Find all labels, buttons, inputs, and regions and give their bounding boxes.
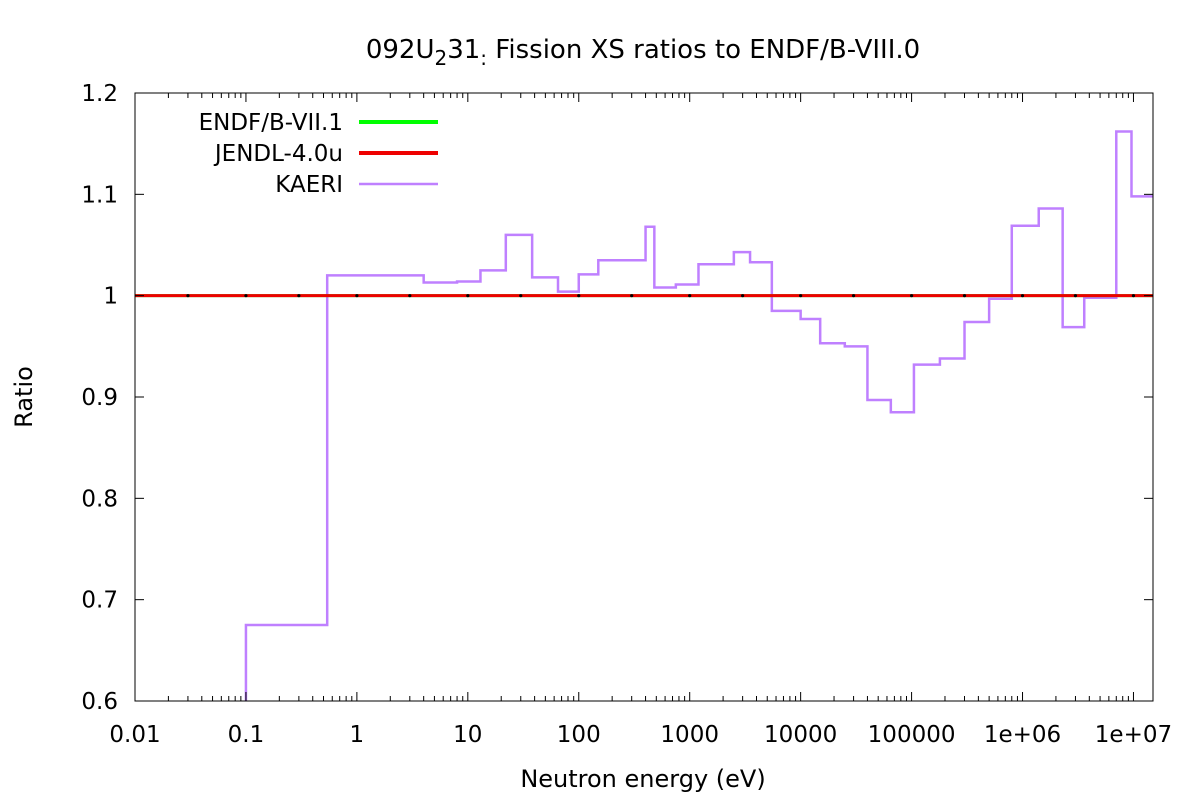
series-point xyxy=(630,294,634,298)
chart-title: 092U231: Fission XS ratios to ENDF/B-VII… xyxy=(366,35,920,70)
y-tick-label: 1.2 xyxy=(81,81,118,107)
series-point xyxy=(799,294,803,298)
y-tick-label: 0.6 xyxy=(81,689,118,715)
y-tick-label: 0.9 xyxy=(81,385,118,411)
series-point xyxy=(1020,294,1025,298)
axes: 0.01 0.1 1 10 100 1000 10000 100000 1e+06 1e+07 0.… xyxy=(81,81,1172,748)
series-point xyxy=(244,294,248,298)
y-tick-label: 1.1 xyxy=(81,182,118,208)
x-tick-label: 10 xyxy=(453,722,482,748)
x-tick-label: 1 xyxy=(350,722,365,748)
series-point xyxy=(297,294,301,298)
series-point xyxy=(909,294,914,298)
x-tick-label: 1e+07 xyxy=(1095,722,1172,748)
plot-frame xyxy=(134,92,1154,702)
legend-label: JENDL-4.0u xyxy=(213,141,343,167)
series-point xyxy=(355,294,359,298)
y-tick-label: 0.8 xyxy=(81,486,118,512)
series-point xyxy=(962,294,967,298)
x-axis-label: Neutron energy (eV) xyxy=(520,765,765,793)
y-axis-label: Ratio xyxy=(10,366,38,428)
x-tick-label: 1e+06 xyxy=(984,722,1061,748)
series-point xyxy=(851,294,856,298)
series-point xyxy=(186,294,190,298)
x-tick-label: 0.01 xyxy=(109,722,160,748)
y-tick-label: 0.7 xyxy=(81,588,118,614)
y-tick-label: 1 xyxy=(103,284,118,310)
x-tick-label: 100000 xyxy=(868,722,956,748)
series-point xyxy=(741,294,745,298)
legend-label: ENDF/B-VII.1 xyxy=(199,110,343,136)
series-point xyxy=(466,294,470,298)
x-tick-label: 1000 xyxy=(660,722,719,748)
series-point xyxy=(1131,294,1136,298)
legend-label: KAERI xyxy=(275,172,343,198)
x-tick-label: 0.1 xyxy=(228,722,265,748)
legend: ENDF/B-VII.1 JENDL-4.0u KAERI xyxy=(199,110,438,198)
x-tick-label: 100 xyxy=(557,722,601,748)
x-tick-label: 10000 xyxy=(764,722,837,748)
plot-area xyxy=(135,130,1153,701)
series-point xyxy=(408,294,412,298)
series-line-2 xyxy=(244,130,1153,701)
series-point xyxy=(577,294,581,298)
series-point xyxy=(1073,294,1078,298)
series-point xyxy=(688,294,692,298)
series-point xyxy=(519,294,523,298)
